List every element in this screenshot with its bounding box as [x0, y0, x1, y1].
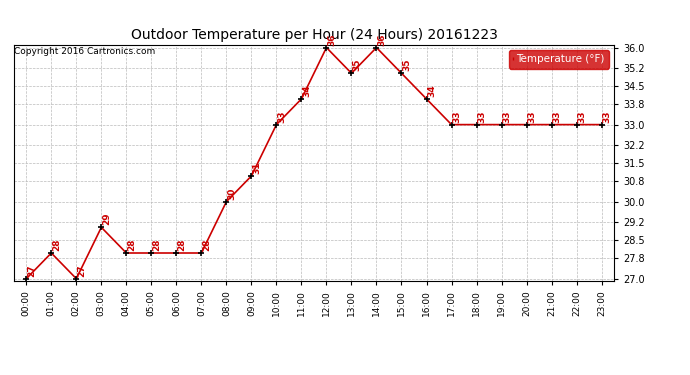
- Title: Outdoor Temperature per Hour (24 Hours) 20161223: Outdoor Temperature per Hour (24 Hours) …: [130, 28, 497, 42]
- Text: 33: 33: [553, 110, 562, 123]
- Legend: Temperature (°F): Temperature (°F): [509, 50, 609, 69]
- Text: 28: 28: [52, 238, 61, 251]
- Text: 28: 28: [203, 238, 212, 251]
- Text: 33: 33: [477, 110, 486, 123]
- Text: 33: 33: [528, 110, 537, 123]
- Text: 27: 27: [77, 264, 86, 277]
- Text: Copyright 2016 Cartronics.com: Copyright 2016 Cartronics.com: [14, 47, 155, 56]
- Text: 33: 33: [578, 110, 586, 123]
- Text: 33: 33: [277, 110, 286, 123]
- Text: 28: 28: [128, 238, 137, 251]
- Text: 28: 28: [152, 238, 161, 251]
- Text: 31: 31: [253, 161, 262, 174]
- Text: 30: 30: [228, 187, 237, 200]
- Text: 36: 36: [377, 33, 386, 45]
- Text: 36: 36: [328, 33, 337, 45]
- Text: 35: 35: [403, 59, 412, 71]
- Text: 33: 33: [503, 110, 512, 123]
- Text: 35: 35: [353, 59, 362, 71]
- Text: 34: 34: [303, 84, 312, 97]
- Text: 33: 33: [453, 110, 462, 123]
- Text: 29: 29: [103, 213, 112, 225]
- Text: 33: 33: [603, 110, 612, 123]
- Text: 28: 28: [177, 238, 186, 251]
- Text: 27: 27: [28, 264, 37, 277]
- Text: 34: 34: [428, 84, 437, 97]
